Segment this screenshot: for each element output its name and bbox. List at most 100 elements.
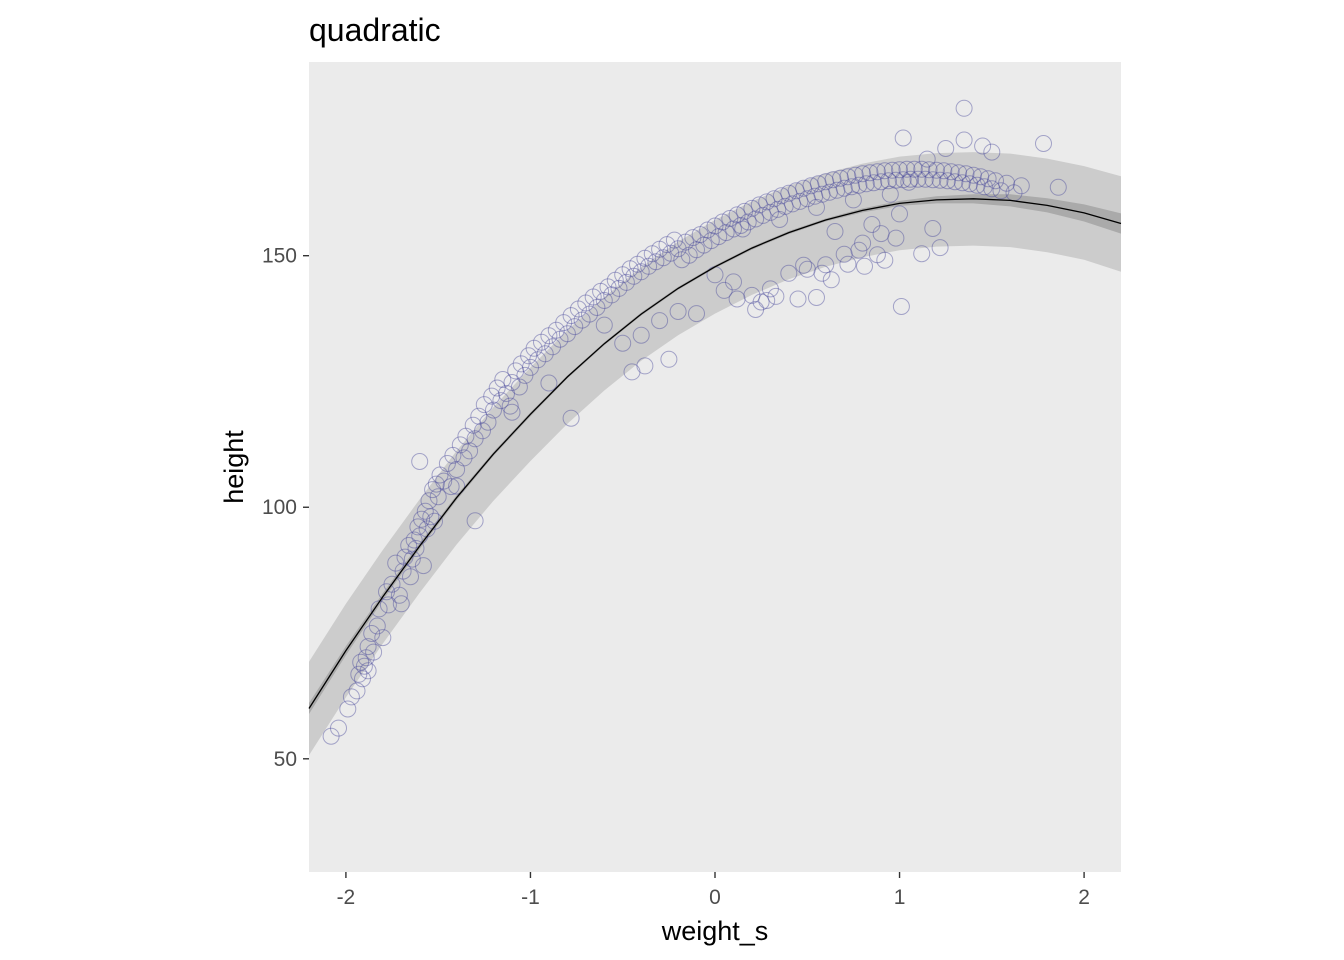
data-point xyxy=(710,228,728,246)
data-point xyxy=(822,271,840,289)
data-point xyxy=(555,314,573,332)
data-point xyxy=(983,180,1001,198)
data-point xyxy=(363,625,381,642)
data-point xyxy=(734,220,752,238)
data-point xyxy=(413,510,431,528)
data-point xyxy=(747,301,765,318)
data-point xyxy=(614,266,632,284)
data-point xyxy=(883,161,901,179)
data-point xyxy=(872,225,890,243)
data-point xyxy=(813,264,831,282)
data-point xyxy=(475,396,493,414)
data-point xyxy=(416,502,434,520)
data-point xyxy=(835,245,853,263)
data-point xyxy=(743,286,761,304)
data-point xyxy=(405,531,423,549)
data-point xyxy=(540,327,558,345)
data-point xyxy=(795,256,813,274)
data-point xyxy=(660,350,678,368)
data-point xyxy=(758,193,776,211)
data-point xyxy=(643,245,661,263)
data-point xyxy=(581,305,598,323)
data-point xyxy=(752,293,770,311)
x-axis-title: weight_s xyxy=(661,916,769,946)
data-point xyxy=(699,221,717,239)
data-point xyxy=(429,488,447,506)
data-point xyxy=(636,249,654,267)
data-point xyxy=(761,280,779,298)
data-point xyxy=(961,175,979,193)
data-point xyxy=(1035,135,1052,152)
data-point xyxy=(953,174,971,192)
data-point xyxy=(880,172,897,190)
data-point xyxy=(435,472,453,490)
data-point xyxy=(743,199,761,217)
data-point xyxy=(457,427,475,445)
data-point xyxy=(374,629,392,647)
data-point xyxy=(632,326,650,344)
data-point xyxy=(370,600,388,618)
data-point xyxy=(828,181,846,199)
data-point xyxy=(665,231,683,249)
data-point xyxy=(854,165,872,183)
data-point xyxy=(769,200,787,218)
data-point xyxy=(924,171,942,189)
data-point xyxy=(939,172,956,190)
data-point xyxy=(789,290,807,308)
data-point xyxy=(355,657,373,675)
data-point xyxy=(937,140,955,157)
data-point xyxy=(902,170,920,188)
data-points xyxy=(322,99,1067,745)
x-tick-label: -1 xyxy=(521,886,540,909)
data-point xyxy=(688,305,705,323)
y-axis: 50 100 150 xyxy=(262,245,309,771)
data-point xyxy=(728,206,746,224)
data-point xyxy=(909,170,927,188)
data-point xyxy=(894,129,912,147)
data-point xyxy=(876,251,894,269)
data-point xyxy=(916,170,934,188)
data-point xyxy=(920,161,938,179)
data-point xyxy=(599,278,617,296)
data-point xyxy=(636,357,654,375)
data-point xyxy=(761,203,779,221)
data-point xyxy=(776,197,794,215)
data-point xyxy=(931,239,949,257)
data-point xyxy=(330,719,347,737)
data-point xyxy=(913,160,931,178)
data-point xyxy=(610,279,628,297)
data-point xyxy=(544,338,562,356)
data-point xyxy=(629,255,646,273)
data-point xyxy=(488,379,506,397)
data-point xyxy=(474,422,491,440)
data-point xyxy=(887,171,905,189)
data-point xyxy=(379,596,397,614)
data-point xyxy=(558,325,576,343)
data-point xyxy=(728,290,746,308)
data-point xyxy=(669,303,687,320)
data-point xyxy=(964,166,982,184)
fit-line-group xyxy=(308,198,1122,709)
data-point xyxy=(955,131,973,149)
data-point xyxy=(651,240,669,258)
data-point xyxy=(771,211,789,228)
data-point xyxy=(577,294,595,312)
data-point xyxy=(809,175,827,193)
data-point xyxy=(466,512,484,530)
data-point xyxy=(448,461,466,478)
data-point xyxy=(975,178,993,196)
data-point xyxy=(479,413,497,431)
data-point xyxy=(461,442,479,460)
data-point xyxy=(396,548,414,566)
data-point xyxy=(983,143,1001,161)
data-point xyxy=(998,174,1016,192)
data-point xyxy=(368,617,386,635)
data-point xyxy=(802,177,820,195)
data-point xyxy=(403,550,421,568)
data-point xyxy=(569,300,587,318)
data-point xyxy=(839,255,857,273)
data-point xyxy=(918,150,936,168)
data-point xyxy=(342,688,360,706)
data-point xyxy=(662,244,680,262)
data-point xyxy=(407,540,425,557)
